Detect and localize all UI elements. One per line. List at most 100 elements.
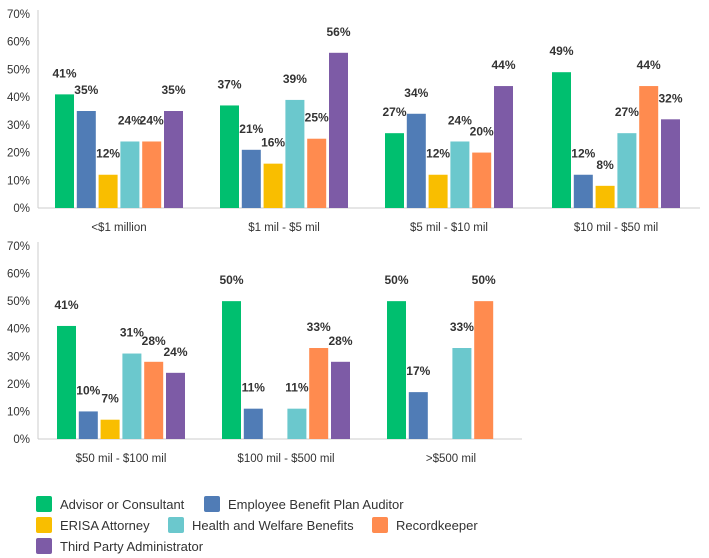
y-tick-label: 60% [7, 37, 30, 49]
bar-recordkeeper [474, 301, 494, 439]
data-label: 33% [450, 320, 474, 334]
bar-health [450, 141, 470, 208]
bar-advisor [552, 72, 571, 208]
data-label: 10% [76, 383, 100, 397]
data-label: 21% [239, 122, 263, 136]
data-label: 8% [596, 158, 614, 172]
legend-item-auditor: Employee Benefit Plan Auditor [204, 494, 404, 514]
data-label: 31% [120, 326, 144, 340]
y-tick-label: 30% [7, 120, 30, 132]
y-tick-label: 50% [7, 64, 30, 76]
data-label: 27% [615, 105, 639, 119]
bar-erisa [263, 163, 283, 208]
data-label: 37% [217, 77, 241, 91]
legend-swatch-health [168, 517, 184, 533]
data-label: 16% [261, 136, 285, 150]
data-label: 12% [426, 147, 450, 161]
data-label: 27% [382, 105, 406, 119]
y-tick-label: 0% [13, 434, 30, 446]
bar-charts: 0%10%20%30%40%50%60%70%41%35%12%24%24%35… [7, 9, 700, 465]
legend-item-advisor: Advisor or Consultant [36, 494, 184, 514]
legend-label-erisa: ERISA Attorney [60, 517, 150, 533]
bar-advisor [220, 105, 239, 208]
bar-erisa [428, 174, 448, 208]
legend-label-tpa: Third Party Administrator [60, 538, 204, 554]
bar-auditor [408, 392, 428, 439]
data-label: 39% [283, 72, 307, 86]
y-tick-label: 70% [7, 241, 30, 253]
bar-auditor [76, 111, 96, 208]
bar-recordkeeper [472, 152, 492, 208]
data-label: 12% [96, 147, 120, 161]
bar-auditor [243, 408, 263, 439]
x-category-label: <$1 million [91, 222, 146, 234]
data-label: 12% [571, 147, 595, 161]
bar-tpa [331, 361, 350, 439]
legend-swatch-erisa [36, 517, 52, 533]
legend-label-auditor: Employee Benefit Plan Auditor [228, 496, 404, 512]
bar-advisor [385, 133, 404, 208]
bar-recordkeeper [144, 361, 164, 439]
data-label: 20% [470, 125, 494, 139]
legend-swatch-auditor [204, 496, 220, 512]
data-label: 32% [658, 91, 682, 105]
x-category-label: $50 mil - $100 mil [76, 453, 167, 465]
legend-item-tpa: Third Party Administrator [36, 536, 203, 556]
chart-2: 0%10%20%30%40%50%60%70%41%10%7%31%28%24%… [7, 241, 522, 465]
legend-swatch-advisor [36, 496, 52, 512]
legend-item-recordkeeper: Recordkeeper [372, 515, 478, 535]
x-category-label: $5 mil - $10 mil [410, 222, 488, 234]
data-label: 50% [384, 273, 408, 287]
y-tick-label: 40% [7, 324, 30, 336]
x-category-label: $1 mil - $5 mil [248, 222, 320, 234]
bar-auditor [78, 411, 98, 439]
bar-tpa [329, 52, 348, 208]
bar-recordkeeper [309, 348, 329, 439]
bar-health [452, 348, 472, 439]
data-label: 35% [161, 83, 185, 97]
x-category-label: >$500 mil [426, 453, 476, 465]
legend-swatch-recordkeeper [372, 517, 388, 533]
bar-erisa [100, 419, 120, 439]
y-tick-label: 20% [7, 379, 30, 391]
legend-label-advisor: Advisor or Consultant [60, 496, 185, 512]
y-tick-label: 40% [7, 92, 30, 104]
chart-1: 0%10%20%30%40%50%60%70%41%35%12%24%24%35… [7, 9, 700, 234]
y-tick-label: 20% [7, 148, 30, 160]
x-category-label: $10 mil - $50 mil [574, 222, 658, 234]
legend-label-health: Health and Welfare Benefits [192, 517, 354, 533]
data-label: 50% [219, 273, 243, 287]
y-tick-label: 70% [7, 9, 30, 21]
bar-erisa [98, 174, 118, 208]
bar-advisor [55, 94, 74, 208]
bar-health [617, 133, 637, 208]
data-label: 56% [326, 25, 350, 39]
bar-recordkeeper [307, 138, 327, 208]
bar-recordkeeper [142, 141, 162, 208]
y-tick-label: 0% [13, 203, 30, 215]
bar-advisor [222, 301, 241, 439]
data-label: 25% [305, 111, 329, 125]
data-label: 44% [637, 58, 661, 72]
bar-auditor [241, 149, 261, 208]
data-label: 50% [472, 273, 496, 287]
bar-health [287, 408, 307, 439]
y-tick-label: 30% [7, 351, 30, 363]
y-tick-label: 60% [7, 269, 30, 281]
y-tick-label: 10% [7, 175, 30, 187]
x-category-label: $100 mil - $500 mil [237, 453, 334, 465]
data-label: 24% [118, 113, 142, 127]
bar-tpa [661, 119, 680, 208]
bar-health [120, 141, 140, 208]
data-label: 44% [491, 58, 515, 72]
bar-tpa [166, 372, 185, 439]
bar-erisa [595, 185, 615, 208]
data-label: 7% [101, 392, 119, 406]
y-tick-label: 50% [7, 296, 30, 308]
bar-auditor [573, 174, 593, 208]
y-tick-label: 10% [7, 406, 30, 418]
data-label: 11% [242, 381, 266, 395]
bar-advisor [387, 301, 406, 439]
bar-health [285, 99, 305, 208]
bar-tpa [494, 86, 513, 208]
